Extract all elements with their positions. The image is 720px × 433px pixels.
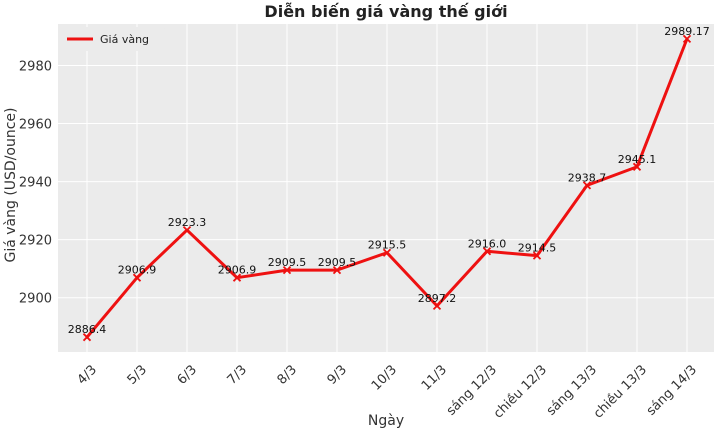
y-tick-label: 2980 bbox=[19, 60, 52, 75]
data-label: 2915.5 bbox=[368, 239, 407, 252]
grid bbox=[58, 24, 714, 352]
data-point-marker bbox=[332, 266, 342, 275]
data-label: 2909.5 bbox=[318, 256, 357, 269]
data-point-marker bbox=[682, 34, 692, 44]
y-axis-ticks: 2900 2920 2940 2960 2980 bbox=[19, 60, 52, 307]
legend-label: Giá vàng bbox=[100, 33, 149, 46]
data-point-marker bbox=[232, 273, 242, 282]
data-label: 2945.1 bbox=[618, 153, 657, 166]
data-labels: 2886.4 2906.9 2923.3 2906.9 2909.5 2909.5 2915… bbox=[68, 25, 710, 336]
data-label: 2897.2 bbox=[418, 292, 457, 305]
legend: Giá vàng bbox=[60, 27, 165, 51]
data-label: 2914.5 bbox=[518, 242, 557, 255]
data-point-marker bbox=[82, 333, 92, 342]
data-point-marker bbox=[182, 225, 192, 235]
data-point-marker bbox=[532, 251, 542, 260]
y-tick-label: 2940 bbox=[19, 176, 52, 191]
data-label: 2906.9 bbox=[218, 264, 257, 277]
data-label: 2923.3 bbox=[168, 216, 207, 229]
data-point-marker bbox=[482, 247, 492, 256]
data-label: 2938.7 bbox=[568, 171, 607, 184]
y-axis-label: Giá vàng (USD/ounce) bbox=[3, 107, 19, 262]
data-label: 2916.0 bbox=[468, 237, 507, 250]
plot-background bbox=[58, 24, 714, 352]
legend-box bbox=[60, 27, 165, 51]
data-label: 2989.17 bbox=[664, 25, 710, 38]
y-tick-label: 2900 bbox=[19, 292, 52, 307]
data-label: 2906.9 bbox=[118, 264, 157, 277]
y-tick-label: 2960 bbox=[19, 118, 52, 133]
series bbox=[82, 34, 692, 342]
data-point-marker bbox=[582, 181, 592, 190]
data-point-marker bbox=[632, 162, 642, 171]
data-point-marker bbox=[382, 248, 392, 257]
data-label: 2886.4 bbox=[68, 323, 107, 336]
data-label: 2909.5 bbox=[268, 256, 307, 269]
data-point-marker bbox=[282, 266, 292, 275]
data-point-marker bbox=[432, 301, 442, 310]
x-axis-label: Ngày bbox=[368, 413, 404, 429]
chart-title: Diễn biến giá vàng thế giới bbox=[264, 2, 507, 21]
data-point-marker bbox=[132, 273, 142, 282]
y-tick-label: 2920 bbox=[19, 234, 52, 249]
